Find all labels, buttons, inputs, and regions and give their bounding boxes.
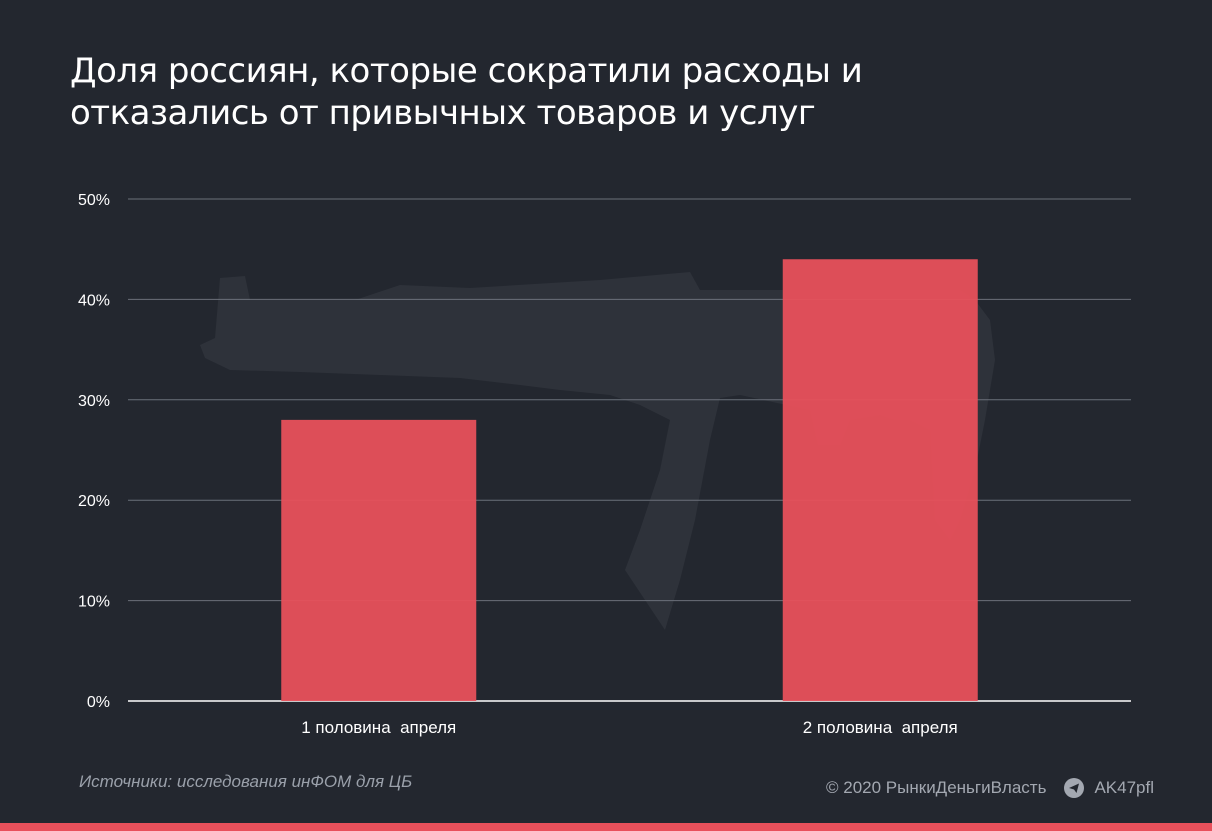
y-tick-label: 50% [78, 192, 110, 209]
bottom-accent-strip [0, 823, 1212, 831]
y-tick-label: 10% [78, 594, 110, 611]
paper-plane-icon [1064, 778, 1085, 798]
channel-name[interactable]: AK47pfl [1094, 778, 1154, 797]
bar [281, 419, 477, 701]
x-tick-label: 1 половина апреля [301, 718, 456, 737]
copyright-text: © 2020 РынкиДеньгиВласть [826, 778, 1047, 797]
bar [782, 259, 978, 701]
y-tick-label: 40% [78, 292, 110, 309]
y-tick-label: 0% [87, 694, 110, 711]
chart-title-line-1: Доля россиян, которые сократили расходы … [70, 51, 863, 91]
y-tick-label: 20% [78, 493, 110, 510]
credits: © 2020 РынкиДеньгиВласть AK47pfl [826, 778, 1154, 798]
y-tick-label: 30% [78, 393, 110, 410]
chart-title: Доля россиян, которые сократили расходы … [70, 50, 1070, 134]
x-tick-label: 2 половина апреля [803, 718, 958, 737]
source-note: Источники: исследования инФОМ для ЦБ [79, 772, 413, 791]
chart-title-line-2: отказались от привычных товаров и услуг [70, 93, 816, 133]
